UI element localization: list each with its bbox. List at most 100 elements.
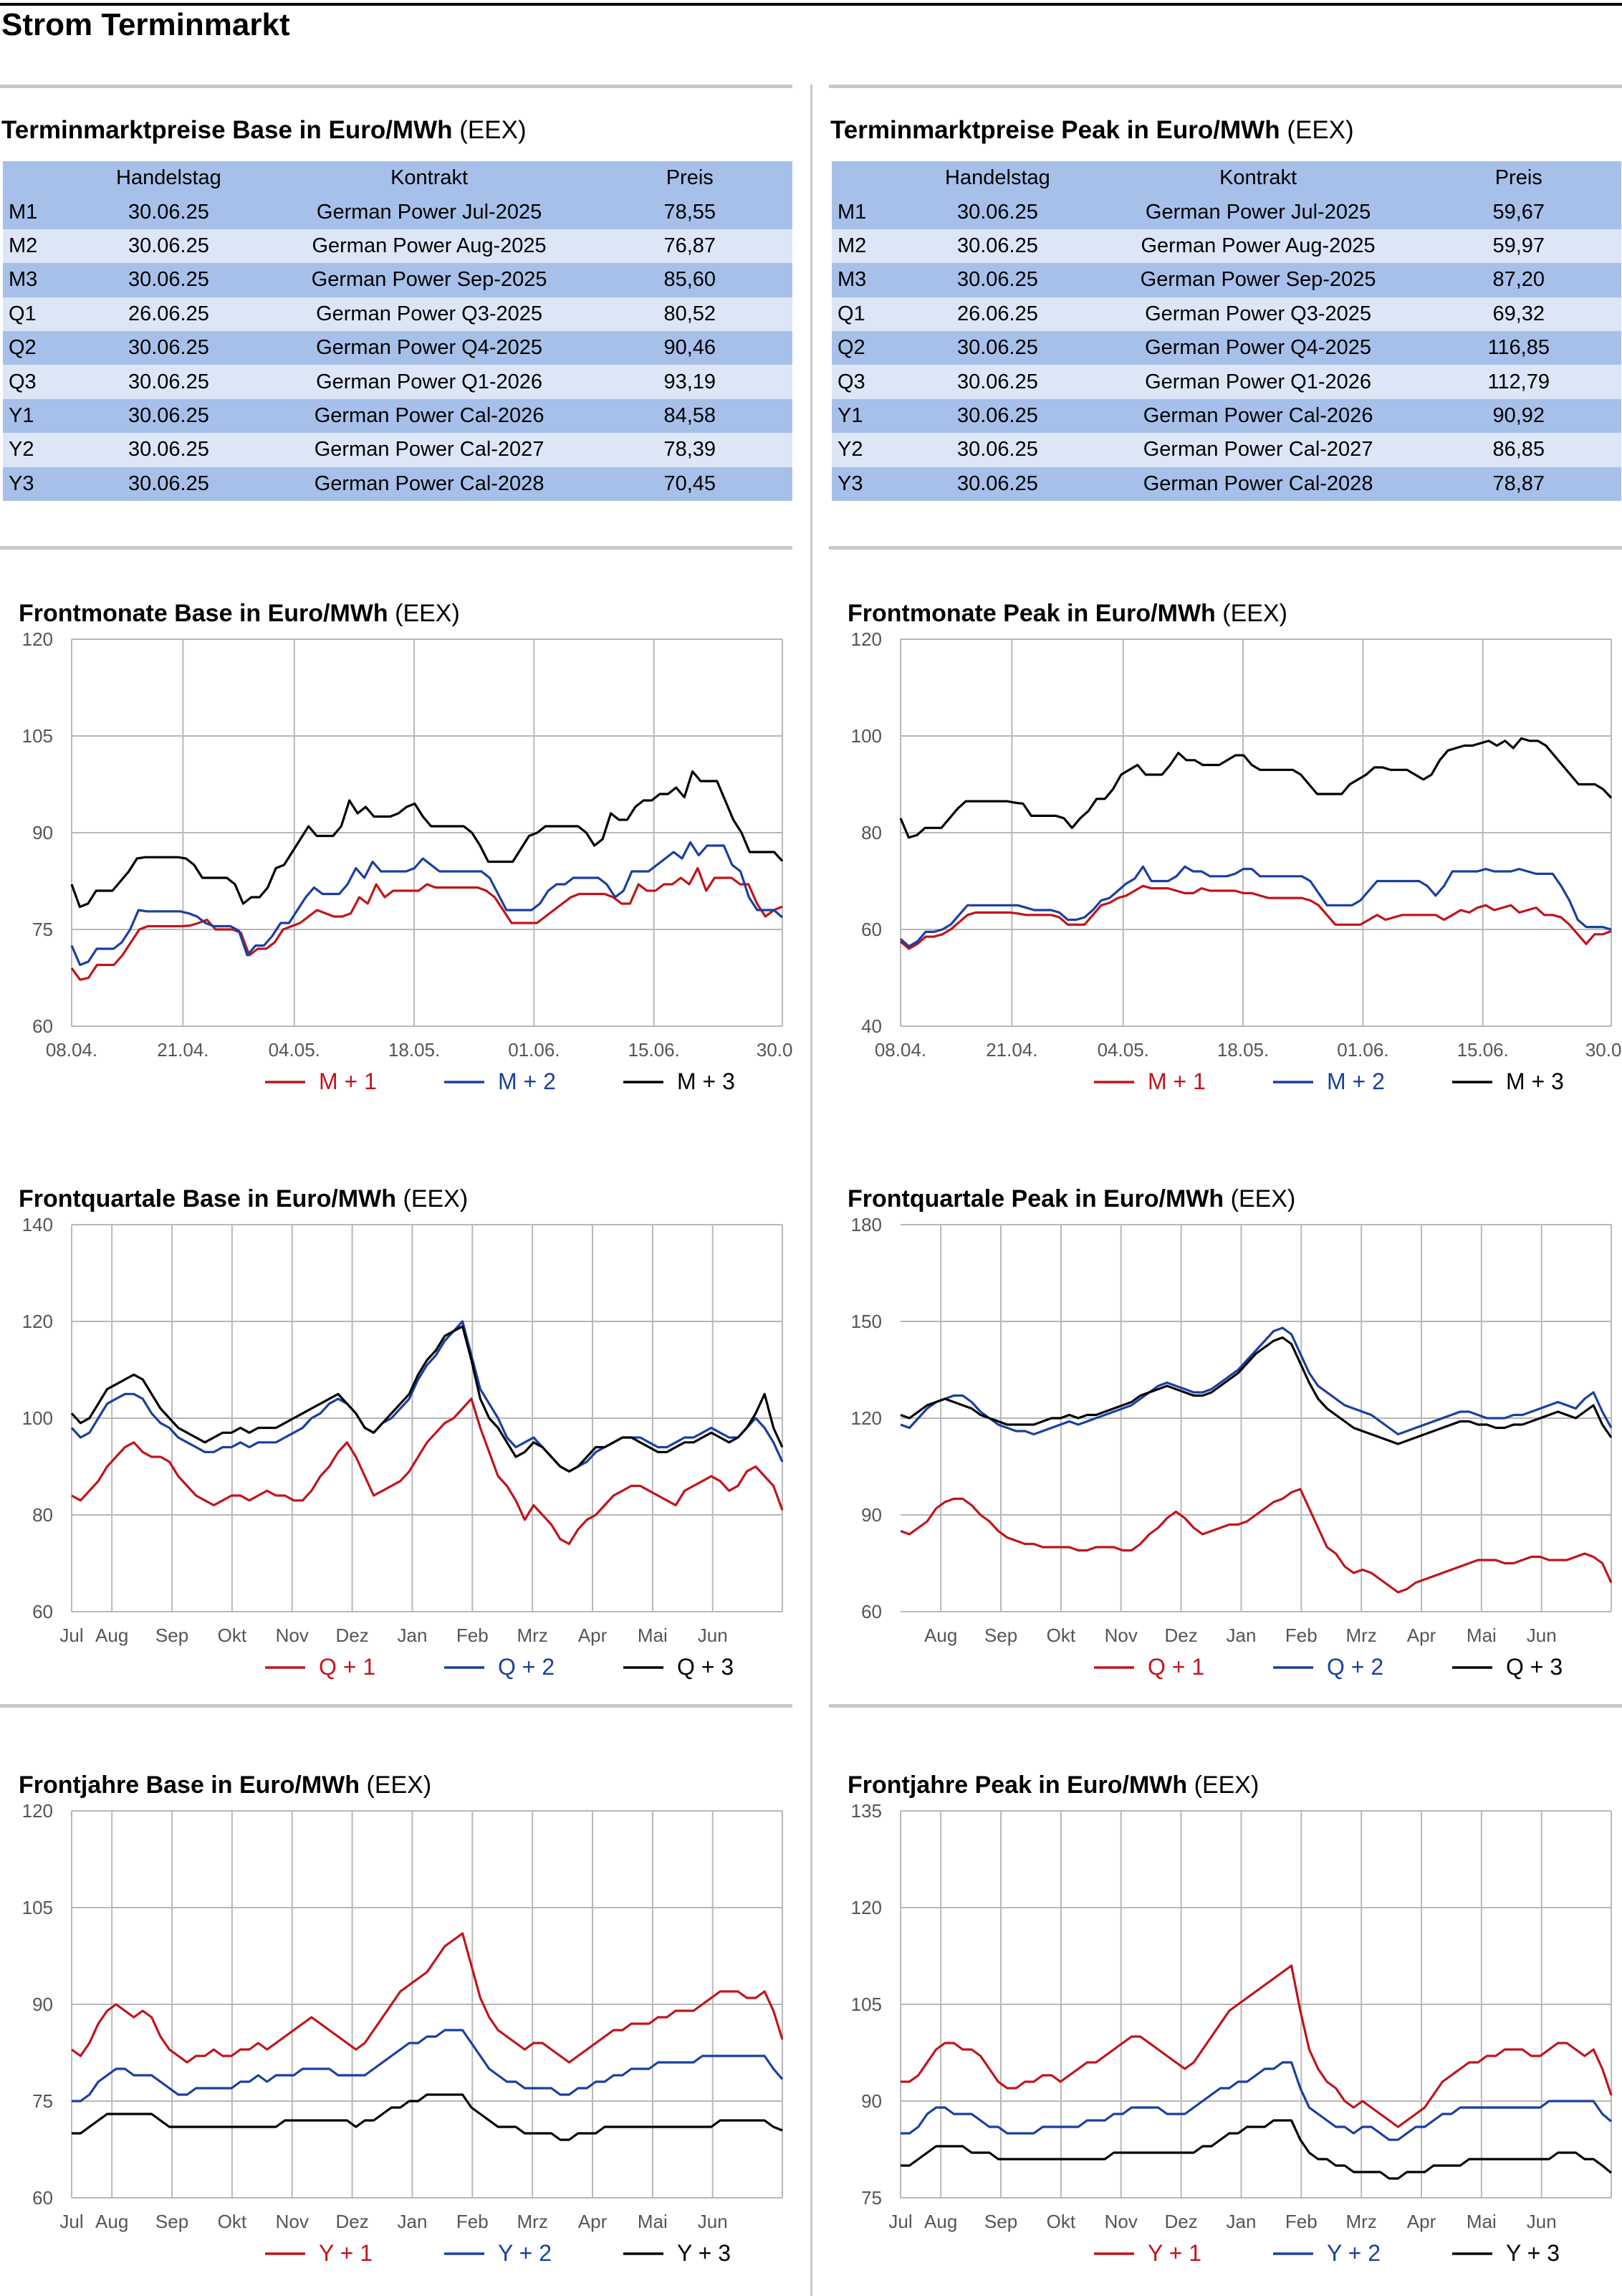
y-tick-label: 80 [32, 1504, 53, 1526]
legend-item: Y + 1 [1094, 2240, 1201, 2266]
series-line-2 [72, 2029, 784, 2103]
y-tick-label: 60 [32, 1015, 53, 1037]
legend-label: M + 3 [1506, 1068, 1564, 1094]
chart-frontmonate-base: Frontmonate Base in Euro/MWh (EEX) 60 75 90… [0, 588, 793, 1107]
legend-item: Y + 3 [623, 2240, 731, 2266]
y-tick-label: 120 [22, 628, 53, 650]
table-cell: German Power Cal-2027 [1143, 438, 1373, 461]
table-cell: Y1 [838, 403, 863, 427]
series-line-1 [900, 1488, 1613, 1594]
x-tick-label: Apr [1407, 2211, 1436, 2232]
table-cell: 30.06.25 [128, 234, 209, 257]
table-header-row: Handelstag Kontrakt Preis [832, 161, 1621, 196]
y-tick-label: 105 [851, 1994, 882, 2015]
legend-item: Q + 1 [265, 1654, 375, 1680]
y-tick-label: 60 [32, 2187, 53, 2209]
table-cell: 87,20 [1492, 268, 1545, 292]
table-cell: Y3 [9, 472, 34, 495]
x-tick-label: Nov [1105, 1625, 1138, 1646]
table-cell: 30.06.25 [128, 472, 209, 495]
legend-label: M + 1 [319, 1068, 377, 1094]
x-tick-label: Mrz [1346, 2211, 1377, 2232]
section-divider [829, 85, 1622, 88]
table-cell: Q1 [838, 302, 865, 325]
x-tick-label: Jul [59, 1625, 83, 1646]
legend-label: M + 2 [498, 1068, 556, 1094]
x-tick-label: Jan [397, 2211, 427, 2232]
x-tick-label: Jan [397, 1625, 427, 1646]
table-row: Y2 30.06.25 German Power Cal-2027 78,39 [3, 433, 792, 467]
x-tick-label: 21.04. [157, 1039, 208, 1061]
section-divider [829, 546, 1622, 550]
x-tick-label: Dez [1164, 2211, 1197, 2232]
table-header-cell: Handelstag [116, 166, 221, 190]
chart-frontjahre-peak: Frontjahre Peak in Euro/MWh (EEX) 75 90 105… [829, 1759, 1622, 2279]
x-tick-label: 08.04. [46, 1039, 97, 1061]
table-cell: German Power Cal-2026 [314, 403, 544, 427]
y-tick-label: 90 [32, 1994, 53, 2015]
x-tick-label: Jun [1527, 2211, 1557, 2232]
y-tick-label: 60 [32, 1601, 53, 1622]
x-tick-label: Okt [218, 2211, 247, 2232]
y-tick-label: 120 [851, 1897, 882, 1918]
y-tick-label: 75 [32, 919, 53, 940]
series-line-1 [901, 1964, 1613, 2128]
table-cell: 85,60 [663, 268, 716, 292]
table-cell: German Power Q3-2025 [316, 302, 543, 325]
chart-frontquartale-base: Frontquartale Base in Euro/MWh (EEX) 60 80… [0, 1173, 793, 1693]
chart-title: Frontmonate Base in Euro/MWh (EEX) [19, 600, 460, 627]
table-row: M2 30.06.25 German Power Aug-2025 76,87 [3, 229, 792, 264]
legend-item: Y + 3 [1452, 2240, 1560, 2266]
table-row: Q3 30.06.25 German Power Q1-2026 93,19 [3, 365, 792, 399]
legend-item: Y + 2 [444, 2240, 552, 2266]
x-tick-label: Mrz [1346, 1625, 1377, 1646]
y-tick-label: 60 [861, 919, 882, 940]
table-cell: German Power Q4-2025 [1145, 336, 1372, 360]
table-cell: 70,45 [663, 472, 716, 495]
legend-item: M + 2 [1273, 1068, 1385, 1094]
series-line-2 [899, 865, 1612, 948]
chart-title: Frontjahre Peak in Euro/MWh (EEX) [848, 1771, 1259, 1799]
table-header-row: Handelstag Kontrakt Preis [3, 161, 792, 196]
table-row: Y1 30.06.25 German Power Cal-2026 90,92 [832, 398, 1621, 434]
x-tick-label: Mai [1467, 1625, 1497, 1646]
table-cell: 69,32 [1492, 302, 1545, 325]
x-tick-label: Feb [1285, 2211, 1318, 2232]
table-cell: 30.06.25 [128, 403, 209, 427]
table-cell: German Power Aug-2025 [1141, 234, 1376, 257]
table-cell: M3 [9, 268, 38, 292]
x-tick-label: 18.05. [388, 1039, 440, 1061]
table-row: Y3 30.06.25 German Power Cal-2028 78,87 [832, 467, 1621, 501]
x-tick-label: Okt [1047, 1625, 1076, 1646]
x-tick-label: Feb [1285, 1625, 1318, 1646]
column-divider [810, 85, 812, 2296]
table-row: M2 30.06.25 German Power Aug-2025 59,97 [832, 229, 1621, 264]
series-line-3 [901, 2119, 1613, 2180]
legend-label: Y + 2 [498, 2240, 552, 2266]
table-cell: Q1 [9, 302, 37, 325]
x-tick-label: Sep [984, 2211, 1017, 2232]
chart-title: Frontmonate Peak in Euro/MWh (EEX) [848, 600, 1287, 627]
legend-item: M + 3 [623, 1068, 735, 1094]
series-line-3 [70, 770, 784, 909]
table-cell: Q2 [9, 336, 37, 360]
table-cell: 30.06.25 [956, 268, 1038, 292]
table-cell: 30.06.25 [956, 438, 1038, 461]
legend-label: Q + 1 [1148, 1654, 1204, 1680]
table-row: Q2 30.06.25 German Power Q4-2025 90,46 [3, 330, 792, 365]
legend-label: Y + 2 [1327, 2240, 1381, 2266]
table-cell: German Power Q1-2026 [1145, 370, 1372, 393]
table-row: M3 30.06.25 German Power Sep-2025 85,60 [3, 263, 792, 297]
table-cell: German Power Cal-2028 [1143, 472, 1373, 495]
x-tick-label: Sep [155, 1625, 188, 1646]
legend-label: Q + 2 [1327, 1654, 1383, 1680]
series-line-2 [70, 841, 784, 967]
table-cell: German Power Q1-2026 [316, 370, 543, 393]
table-cell: 116,85 [1487, 336, 1550, 360]
y-tick-label: 120 [22, 1311, 53, 1332]
table-cell: German Power Sep-2025 [1140, 268, 1376, 292]
chart-svg: Frontmonate Peak in Euro/MWh (EEX) 40 60 80… [848, 600, 1622, 1094]
table-row: M1 30.06.25 German Power Jul-2025 59,67 [832, 195, 1621, 229]
table-cell: 86,85 [1492, 438, 1545, 461]
table-cell: 80,52 [663, 302, 716, 325]
